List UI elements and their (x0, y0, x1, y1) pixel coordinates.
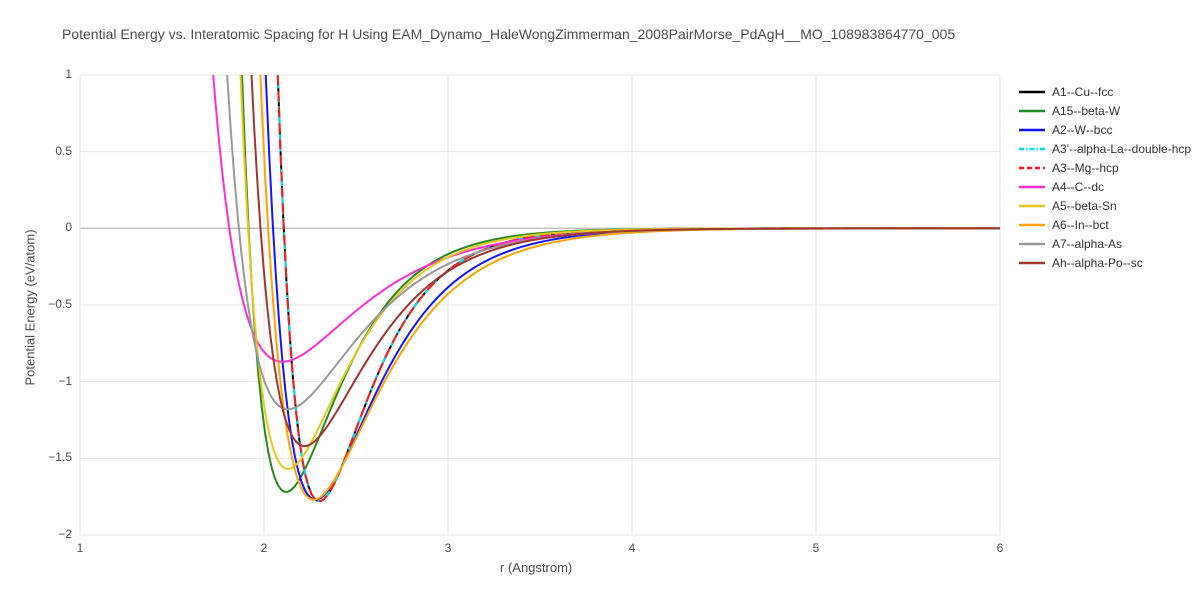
x-tick-label: 3 (438, 541, 458, 555)
legend-swatch (1018, 123, 1046, 137)
legend-swatch (1018, 104, 1046, 118)
y-tick-label: −2 (32, 527, 72, 541)
y-tick-label: 0 (32, 220, 72, 234)
legend-item: A3'--alpha-La--double-hcp (1018, 139, 1191, 158)
x-tick-label: 6 (990, 541, 1010, 555)
legend-swatch (1018, 237, 1046, 251)
legend-label: A7--alpha-As (1052, 237, 1122, 251)
legend-label: A6--In--bct (1052, 218, 1109, 232)
series-line (222, 0, 1000, 446)
legend-label: Ah--alpha-Po--sc (1052, 256, 1143, 270)
legend-label: A2--W--bcc (1052, 123, 1112, 137)
legend-swatch (1018, 85, 1046, 99)
x-tick-label: 4 (622, 541, 642, 555)
legend-swatch (1018, 218, 1046, 232)
legend-item: A15--beta-W (1018, 101, 1191, 120)
legend-item: A5--beta-Sn (1018, 196, 1191, 215)
x-tick-label: 1 (70, 541, 90, 555)
legend-item: Ah--alpha-Po--sc (1018, 253, 1191, 272)
legend-swatch (1018, 256, 1046, 270)
chart-container: Potential Energy vs. Interatomic Spacing… (0, 0, 1200, 600)
y-tick-label: −0.5 (32, 297, 72, 311)
legend-label: A5--beta-Sn (1052, 199, 1117, 213)
legend-item: A4--C--dc (1018, 177, 1191, 196)
legend-swatch (1018, 180, 1046, 194)
legend-item: A7--alpha-As (1018, 234, 1191, 253)
x-tick-label: 5 (806, 541, 826, 555)
legend-swatch (1018, 161, 1046, 175)
y-tick-label: −1 (32, 374, 72, 388)
legend: A1--Cu--fcc A15--beta-W A2--W--bcc A3'--alp… (1018, 82, 1191, 272)
legend-item: A6--In--bct (1018, 215, 1191, 234)
legend-label: A4--C--dc (1052, 180, 1104, 194)
series-line (212, 0, 1000, 492)
legend-label: A3'--alpha-La--double-hcp (1052, 142, 1191, 156)
y-tick-label: −1.5 (32, 450, 72, 464)
legend-label: A1--Cu--fcc (1052, 85, 1113, 99)
legend-item: A2--W--bcc (1018, 120, 1191, 139)
series-line (185, 0, 1000, 362)
legend-swatch (1018, 142, 1046, 156)
legend-label: A15--beta-W (1052, 104, 1120, 118)
legend-item: A1--Cu--fcc (1018, 82, 1191, 101)
y-tick-label: 0.5 (32, 144, 72, 158)
x-tick-label: 2 (254, 541, 274, 555)
legend-swatch (1018, 199, 1046, 213)
y-tick-label: 1 (32, 67, 72, 81)
legend-label: A3--Mg--hcp (1052, 161, 1119, 175)
legend-item: A3--Mg--hcp (1018, 158, 1191, 177)
